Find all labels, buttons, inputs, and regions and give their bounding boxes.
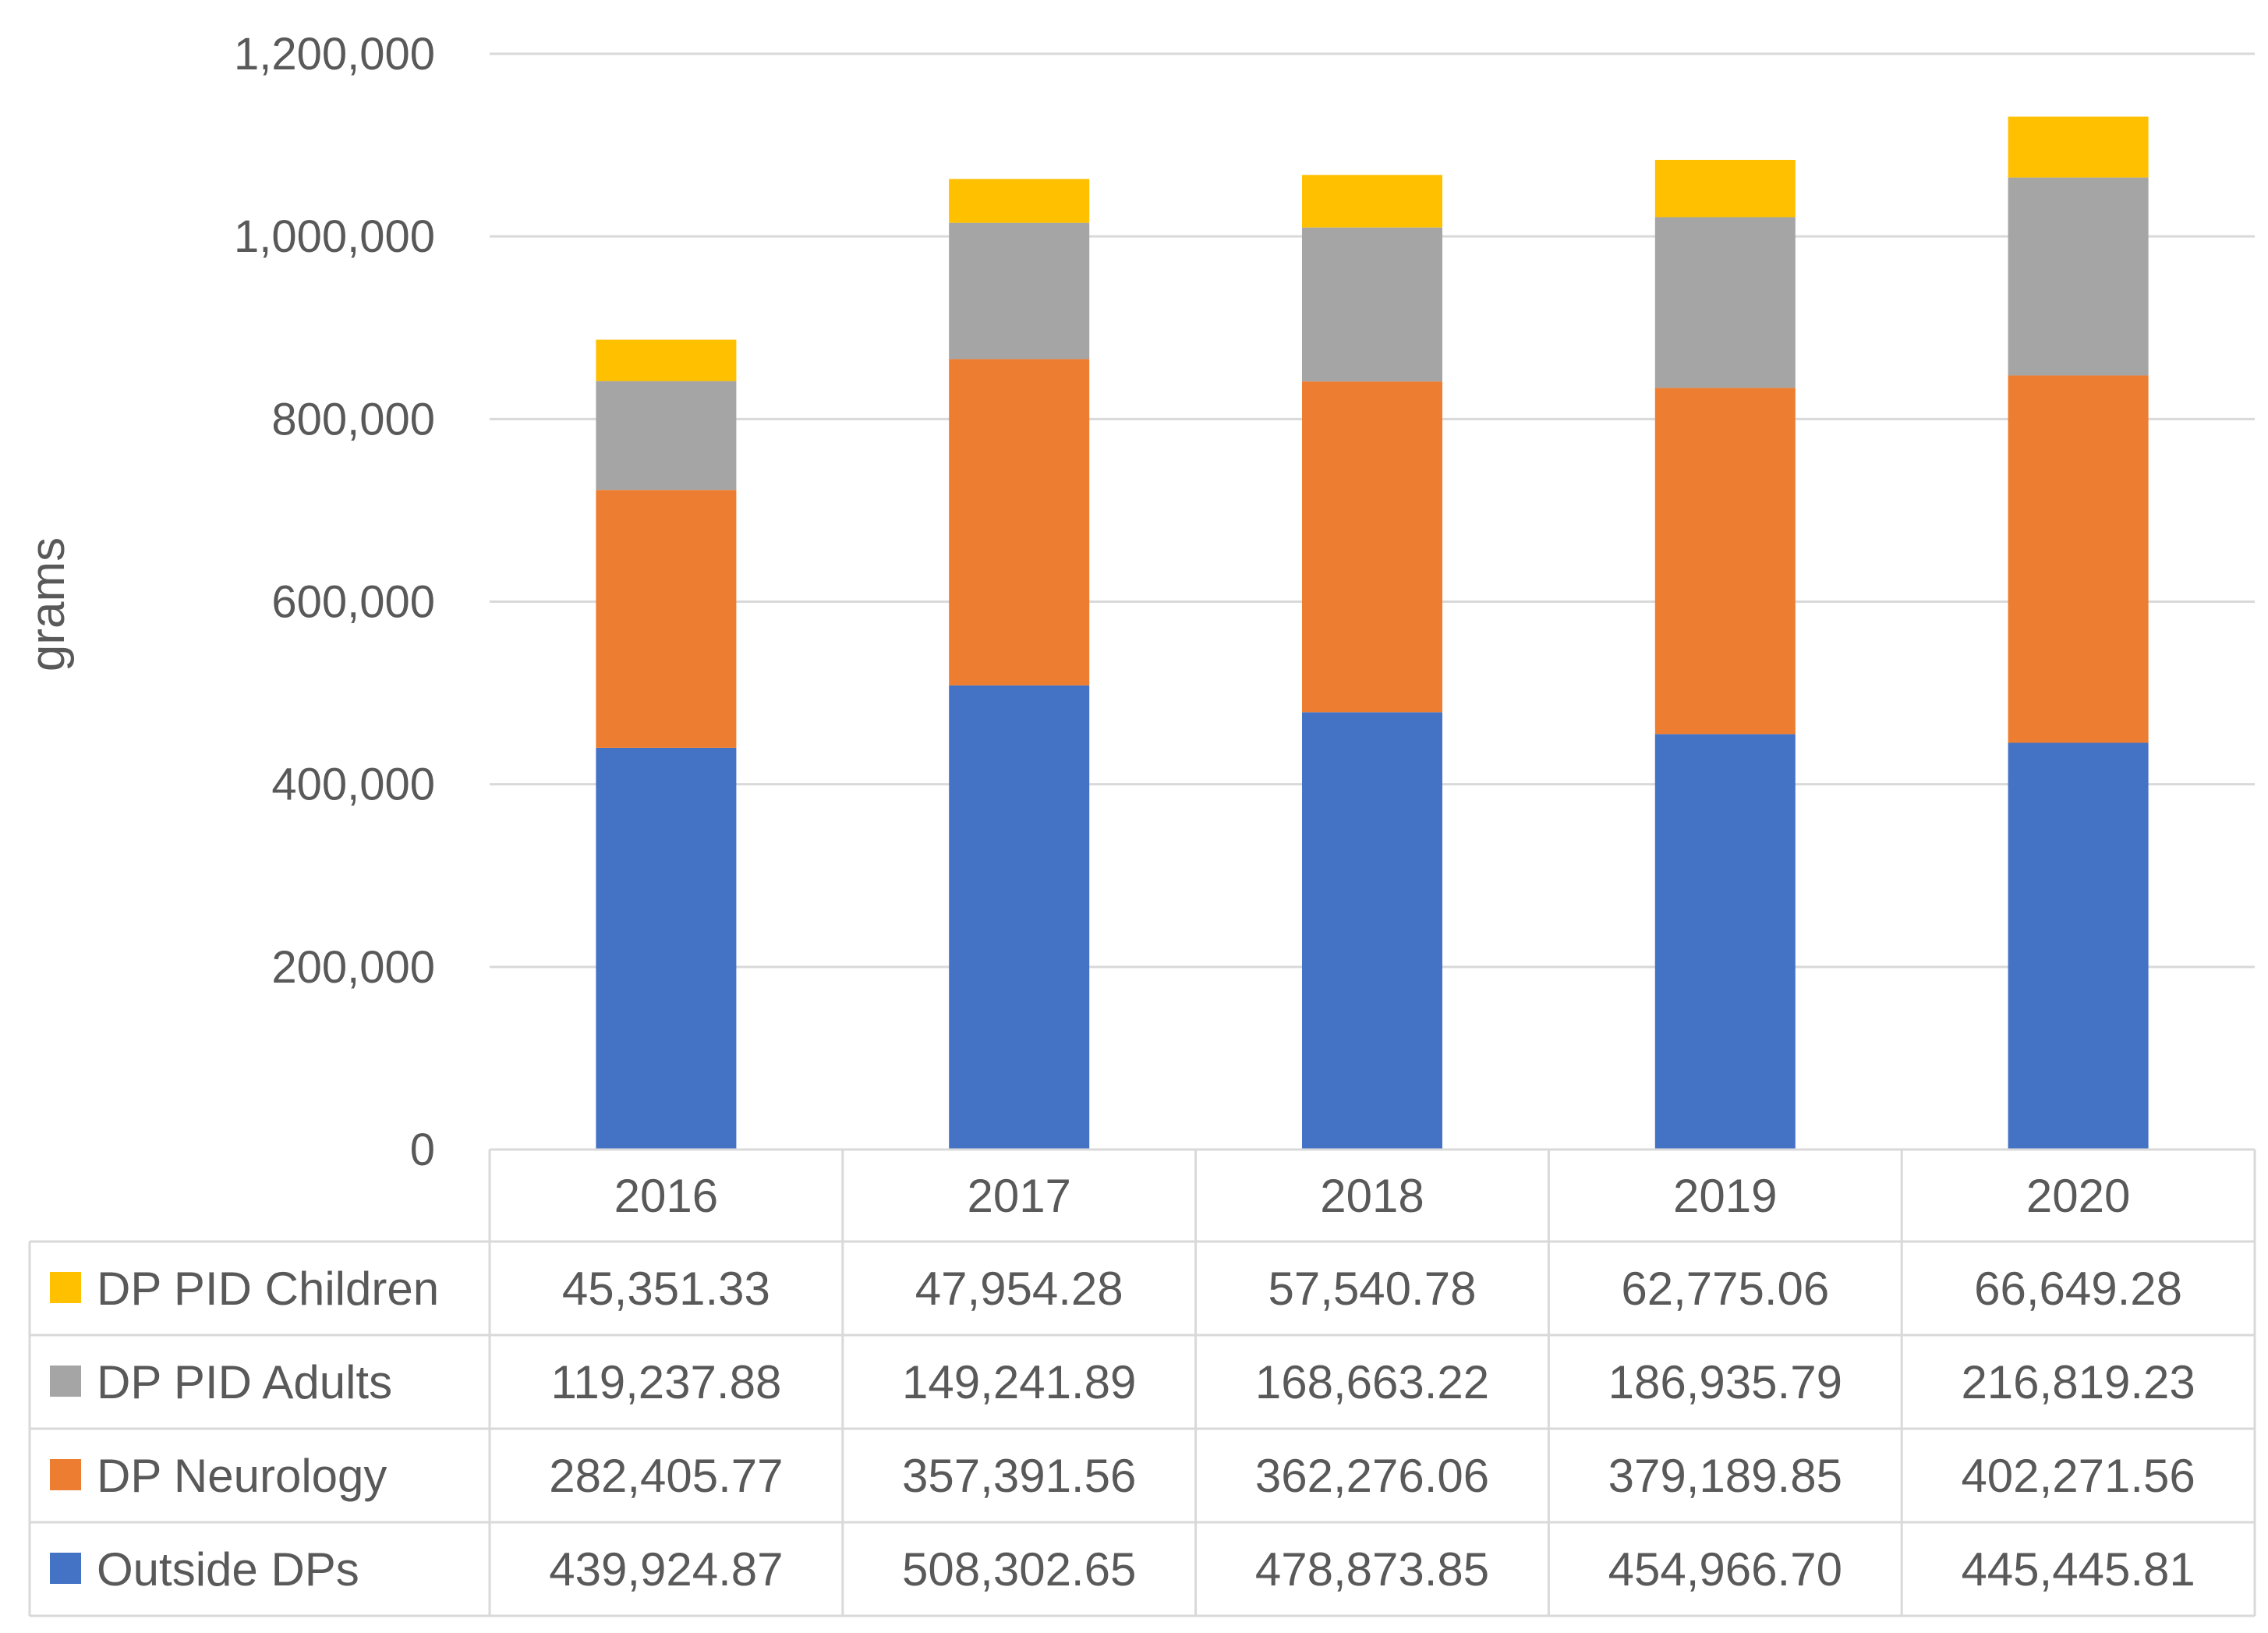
bar-segment-dp-pid-adults — [1654, 217, 1796, 388]
y-tick-label: 400,000 — [271, 760, 435, 810]
bar-segment-outside-dps — [596, 747, 737, 1149]
y-tick-label: 1,200,000 — [234, 29, 435, 80]
legend-entry: DP PID Adults — [97, 1356, 392, 1408]
table-cell-value: 357,391.56 — [902, 1450, 1136, 1502]
y-axis-ticks: 0 200,000 400,000 600,000 800,000 1,000,000 1,… — [234, 29, 435, 1175]
bar-segment-outside-dps — [1654, 734, 1796, 1149]
table-cell-value: 478,873.85 — [1255, 1543, 1489, 1596]
table-cell-value: 508,302.65 — [902, 1543, 1136, 1596]
table-cell-value: 47,954.28 — [915, 1263, 1123, 1315]
bar-segment-outside-dps — [2008, 742, 2149, 1149]
x-tick-label: 2019 — [1673, 1170, 1777, 1222]
bar-segment-dp-neurology — [596, 490, 737, 748]
x-tick-label: 2016 — [614, 1170, 718, 1222]
table-cell-value: 119,237.88 — [550, 1356, 781, 1408]
y-tick-label: 600,000 — [271, 577, 435, 628]
legend-swatch — [50, 1459, 81, 1490]
table-cell-value: 439,924.87 — [549, 1543, 783, 1596]
bar-segment-dp-neurology — [1302, 381, 1442, 713]
bar-segment-dp-neurology — [1654, 388, 1796, 735]
table-cell-value: 149,241.89 — [902, 1356, 1136, 1408]
y-tick-label: 1,000,000 — [234, 211, 435, 262]
legend-swatch — [50, 1366, 81, 1397]
x-tick-label: 2020 — [2026, 1170, 2130, 1222]
table-cell-value: 362,276.06 — [1255, 1450, 1489, 1502]
table-cell-value: 282,405.77 — [549, 1450, 783, 1502]
y-tick-label: 200,000 — [271, 942, 435, 993]
table-cell-value: 168,663.22 — [1255, 1356, 1489, 1408]
y-tick-label: 0 — [410, 1125, 435, 1175]
bar-segment-dp-pid-children — [1302, 175, 1442, 228]
bar-segment-dp-pid-adults — [949, 222, 1090, 360]
x-tick-label: 2017 — [967, 1170, 1070, 1222]
table-cell-value: 445,445.81 — [1961, 1543, 2195, 1596]
table-cell-value: 379,189.85 — [1608, 1450, 1842, 1502]
legend-entry: DP PID Children — [97, 1263, 439, 1315]
legend-swatch — [50, 1272, 81, 1303]
bar-segment-dp-pid-children — [2008, 116, 2149, 178]
bar-segment-dp-pid-adults — [596, 381, 737, 491]
bar-segment-dp-pid-adults — [1302, 227, 1442, 382]
data-table: 2016 2017 2018 2019 2020 DP PID Children 45,35… — [28, 1148, 2256, 1617]
bar-segment-dp-neurology — [2008, 375, 2149, 743]
table-cell-value: 45,351.33 — [562, 1263, 770, 1315]
legend-entry: DP Neurology — [97, 1450, 387, 1502]
legend-swatch — [50, 1553, 81, 1584]
bar-segment-dp-pid-children — [1654, 159, 1796, 218]
table-cell-value: 216,819.23 — [1961, 1356, 2195, 1408]
bar-segment-dp-neurology — [949, 359, 1090, 685]
bars — [596, 116, 2149, 1149]
x-tick-label: 2018 — [1320, 1170, 1424, 1222]
table-cell-value: 454,966.70 — [1608, 1543, 1842, 1596]
table-cell-value: 57,540.78 — [1268, 1263, 1477, 1315]
table-cell-value: 186,935.79 — [1608, 1356, 1842, 1408]
legend-entry: Outside DPs — [97, 1543, 359, 1596]
y-axis-label: grams — [21, 537, 75, 671]
bar-segment-dp-pid-children — [596, 339, 737, 381]
y-tick-label: 800,000 — [271, 394, 435, 445]
bar-segment-outside-dps — [1302, 712, 1442, 1149]
bar-segment-dp-pid-children — [949, 179, 1090, 223]
bar-segment-outside-dps — [949, 685, 1090, 1149]
table-cell-value: 402,271.56 — [1961, 1450, 2195, 1502]
table-cell-value: 62,775.06 — [1621, 1263, 1829, 1315]
table-cell-value: 66,649.28 — [1974, 1263, 2182, 1315]
bar-segment-dp-pid-adults — [2008, 177, 2149, 376]
